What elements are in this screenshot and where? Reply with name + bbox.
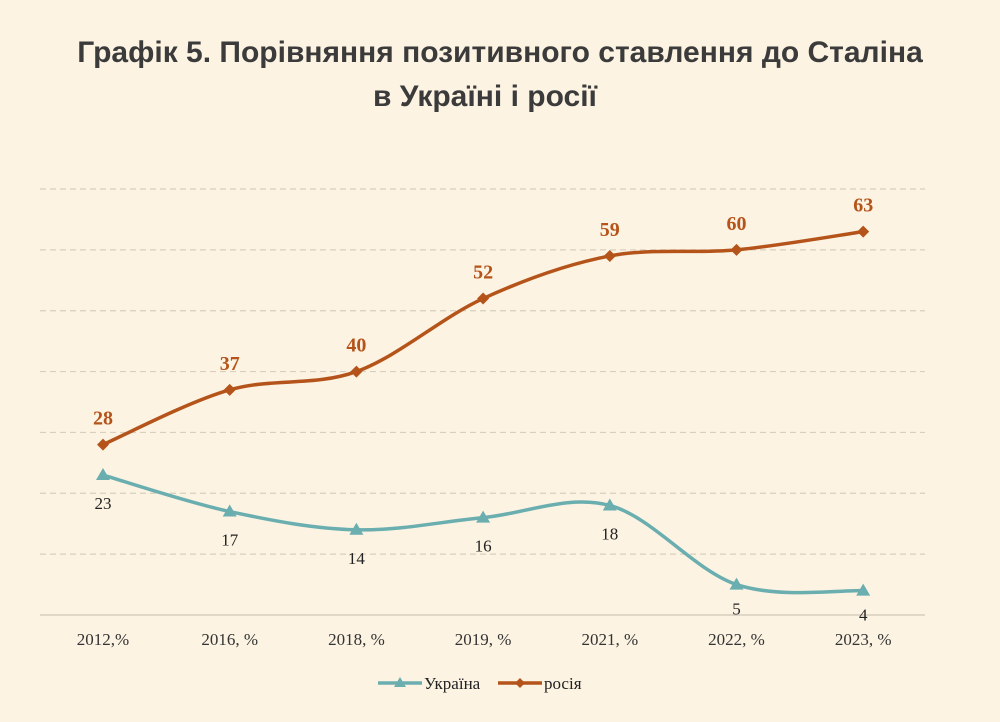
data-point-russia (477, 292, 490, 305)
legend-label: росія (544, 674, 582, 693)
data-label-russia: 63 (853, 195, 873, 217)
data-label-ukraine: 4 (859, 606, 868, 625)
data-label-ukraine: 18 (601, 524, 618, 543)
x-tick-label: 2021, % (581, 630, 638, 649)
legend-triangle-icon (394, 677, 406, 687)
legend-label: Україна (424, 674, 481, 693)
data-point-ukraine (476, 510, 491, 523)
chart-title: Графік 5. Порівняння позитивного ставлен… (77, 36, 923, 69)
data-point-russia (223, 383, 236, 396)
data-label-ukraine: 5 (732, 600, 741, 619)
chart-subtitle: в Україні і росії (373, 80, 597, 113)
x-tick-label: 2012,% (77, 630, 129, 649)
data-label-russia: 37 (220, 353, 240, 375)
data-label-ukraine: 23 (95, 494, 112, 513)
data-label-russia: 52 (473, 262, 493, 284)
data-point-ukraine (602, 498, 617, 511)
data-point-ukraine (96, 468, 110, 481)
legend-diamond-icon (515, 678, 525, 688)
data-label-ukraine: 16 (475, 537, 492, 556)
x-tick-label: 2022, % (708, 630, 765, 649)
data-label-ukraine: 14 (348, 549, 366, 568)
x-tick-label: 2016, % (201, 630, 258, 649)
data-label-russia: 59 (600, 219, 620, 241)
data-point-ukraine (222, 504, 237, 517)
data-label-russia: 28 (93, 408, 113, 430)
x-tick-label: 2019, % (455, 630, 512, 649)
data-point-russia (603, 249, 616, 262)
data-label-ukraine: 17 (221, 531, 239, 550)
data-point-russia (730, 243, 743, 256)
data-label-russia: 40 (346, 335, 366, 357)
data-point-russia (857, 225, 870, 238)
data-point-ukraine (349, 522, 364, 535)
data-point-russia (350, 365, 363, 378)
x-tick-label: 2018, % (328, 630, 385, 649)
data-point-ukraine (729, 577, 744, 590)
data-point-ukraine (856, 583, 871, 596)
series-line-ukraine (102, 473, 864, 595)
data-point-russia (97, 438, 109, 451)
data-label-russia: 60 (727, 213, 747, 235)
x-tick-label: 2023, % (835, 630, 892, 649)
